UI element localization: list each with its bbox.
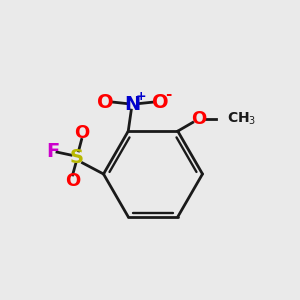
Text: S: S [70,148,84,167]
Text: O: O [65,172,80,190]
Text: -: - [166,87,172,102]
Text: O: O [98,93,114,112]
Text: +: + [135,90,146,103]
Text: CH$_3$: CH$_3$ [227,110,256,127]
Text: O: O [191,110,206,128]
Text: O: O [152,93,169,112]
Text: N: N [124,94,141,114]
Text: O: O [74,124,89,142]
Text: F: F [46,142,59,161]
